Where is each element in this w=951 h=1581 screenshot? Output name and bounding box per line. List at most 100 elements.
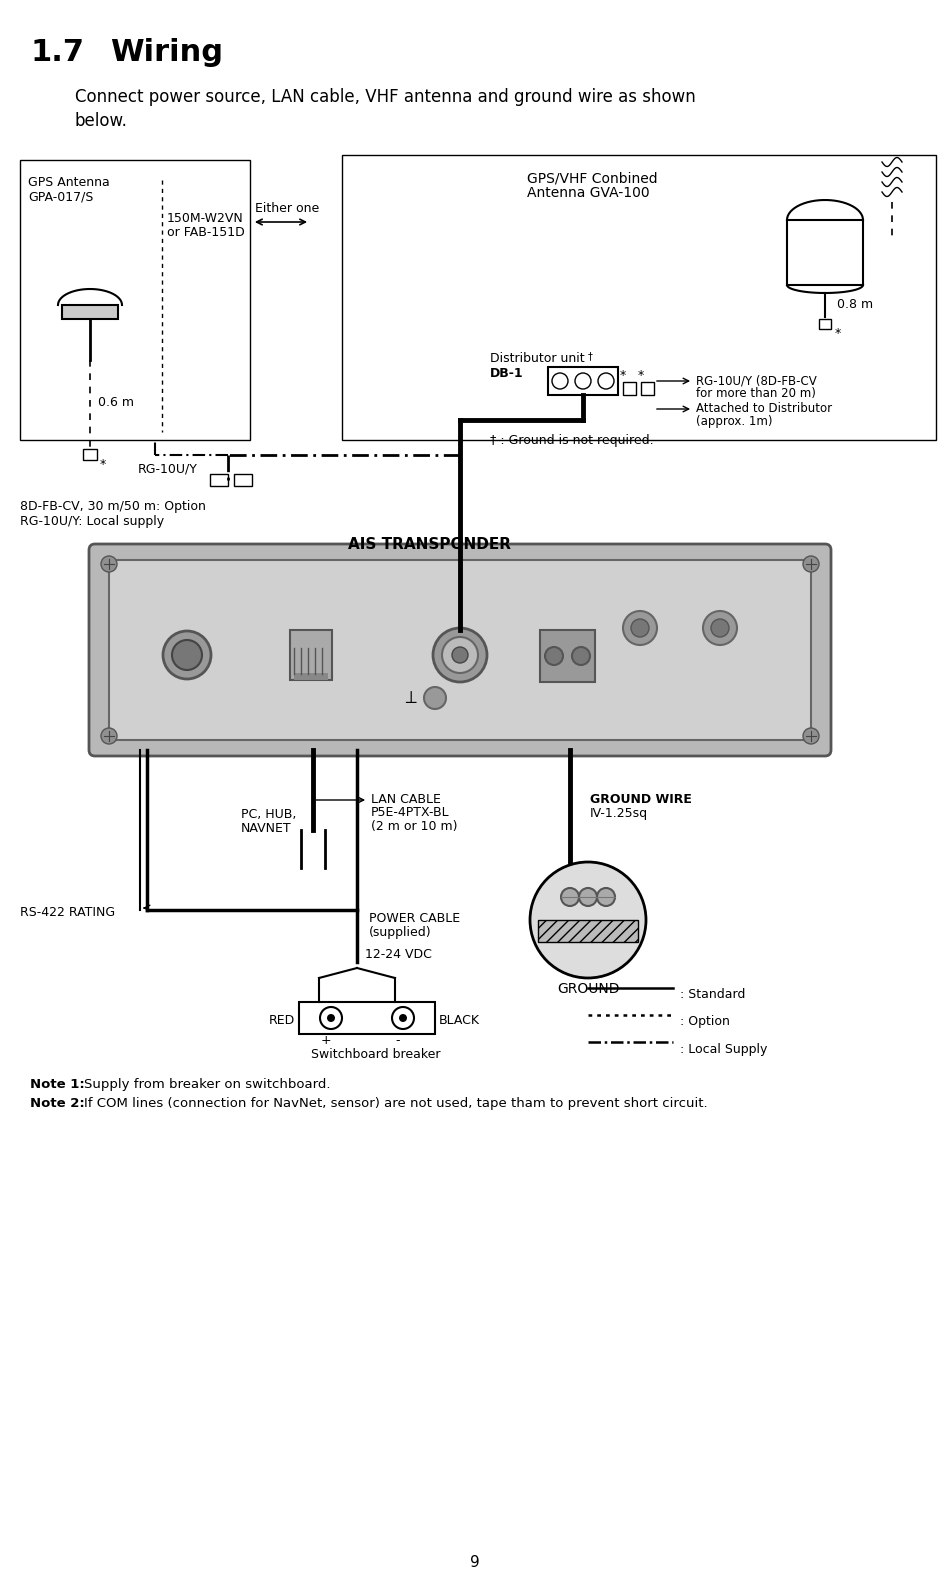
FancyBboxPatch shape xyxy=(89,544,831,756)
Circle shape xyxy=(327,1013,335,1021)
Circle shape xyxy=(172,640,202,670)
Text: IV-1.25sq: IV-1.25sq xyxy=(590,806,649,821)
Text: GPS Antenna: GPS Antenna xyxy=(28,175,109,190)
Circle shape xyxy=(163,631,211,678)
Text: NAVNET: NAVNET xyxy=(241,822,292,835)
Text: P5E-4PTX-BL: P5E-4PTX-BL xyxy=(371,806,450,819)
Circle shape xyxy=(392,1007,414,1029)
Text: Attached to Distributor: Attached to Distributor xyxy=(696,402,832,414)
Text: (approx. 1m): (approx. 1m) xyxy=(696,414,772,428)
Bar xyxy=(641,383,654,395)
Text: 150M-W2VN: 150M-W2VN xyxy=(167,212,243,225)
Circle shape xyxy=(101,557,117,572)
Circle shape xyxy=(575,373,591,389)
Text: † : Ground is not required.: † : Ground is not required. xyxy=(490,435,653,447)
Text: If COM lines (connection for NavNet, sensor) are not used, tape tham to prevent : If COM lines (connection for NavNet, sen… xyxy=(84,1097,708,1110)
Text: 0.8 m: 0.8 m xyxy=(837,299,873,311)
Bar xyxy=(20,160,250,440)
Text: PC, HUB,: PC, HUB, xyxy=(241,808,297,821)
Circle shape xyxy=(803,727,819,745)
Text: DB-1: DB-1 xyxy=(490,367,524,379)
Circle shape xyxy=(545,647,563,666)
Text: RG-10U/Y: Local supply: RG-10U/Y: Local supply xyxy=(20,515,165,528)
Text: +: + xyxy=(321,1034,332,1047)
Circle shape xyxy=(424,688,446,708)
Text: Connect power source, LAN cable, VHF antenna and ground wire as shown: Connect power source, LAN cable, VHF ant… xyxy=(75,89,696,106)
Text: RED: RED xyxy=(269,1013,295,1026)
Text: RS-422 RATING: RS-422 RATING xyxy=(20,906,115,919)
Text: : Option: : Option xyxy=(680,1015,729,1029)
Text: or FAB-151D: or FAB-151D xyxy=(167,226,244,239)
Circle shape xyxy=(572,647,590,666)
Bar xyxy=(540,629,595,681)
Text: POWER CABLE: POWER CABLE xyxy=(369,912,460,925)
Circle shape xyxy=(530,862,646,979)
Text: LAN CABLE: LAN CABLE xyxy=(371,794,441,806)
Text: RG-10U/Y (8D-FB-CV: RG-10U/Y (8D-FB-CV xyxy=(696,375,817,387)
Bar xyxy=(294,674,328,680)
Text: *: * xyxy=(100,458,107,471)
Circle shape xyxy=(631,620,649,637)
Text: : Standard: : Standard xyxy=(680,988,746,1001)
Bar xyxy=(234,474,252,485)
Text: GPA-017/S: GPA-017/S xyxy=(28,190,93,202)
Circle shape xyxy=(803,557,819,572)
Text: (supplied): (supplied) xyxy=(369,926,432,939)
Text: *: * xyxy=(620,368,627,383)
Text: Note 2:: Note 2: xyxy=(30,1097,85,1110)
Text: 12-24 VDC: 12-24 VDC xyxy=(365,949,432,961)
Text: 8D-FB-CV, 30 m/50 m: Option: 8D-FB-CV, 30 m/50 m: Option xyxy=(20,500,205,512)
Text: for more than 20 m): for more than 20 m) xyxy=(696,387,816,400)
Text: 0.6 m: 0.6 m xyxy=(98,397,134,409)
Circle shape xyxy=(598,373,614,389)
Bar xyxy=(819,319,831,329)
Circle shape xyxy=(552,373,568,389)
Bar xyxy=(787,220,863,285)
Text: 1.7: 1.7 xyxy=(30,38,84,66)
Text: GROUND WIRE: GROUND WIRE xyxy=(590,794,692,806)
Circle shape xyxy=(561,889,579,906)
Bar xyxy=(538,920,638,942)
Bar xyxy=(290,629,332,680)
Text: -: - xyxy=(395,1034,399,1047)
Circle shape xyxy=(442,637,478,674)
Text: †: † xyxy=(588,351,592,360)
Text: Antenna GVA-100: Antenna GVA-100 xyxy=(527,187,650,201)
Bar xyxy=(548,367,618,395)
Circle shape xyxy=(703,610,737,645)
Text: *: * xyxy=(638,368,644,383)
FancyBboxPatch shape xyxy=(109,560,811,740)
Circle shape xyxy=(579,889,597,906)
Circle shape xyxy=(433,628,487,681)
Circle shape xyxy=(320,1007,342,1029)
Bar xyxy=(342,155,936,440)
Text: AIS TRANSPONDER: AIS TRANSPONDER xyxy=(348,538,512,552)
Text: Note 1:: Note 1: xyxy=(30,1078,85,1091)
Text: *: * xyxy=(835,327,842,340)
Bar xyxy=(210,474,228,485)
Text: 9: 9 xyxy=(470,1556,480,1570)
Bar xyxy=(62,305,118,319)
Circle shape xyxy=(101,727,117,745)
Text: Switchboard breaker: Switchboard breaker xyxy=(311,1048,440,1061)
Bar xyxy=(83,449,97,460)
Text: : Local Supply: : Local Supply xyxy=(680,1042,767,1056)
Text: GPS/VHF Conbined: GPS/VHF Conbined xyxy=(527,171,658,185)
Text: Wiring: Wiring xyxy=(110,38,223,66)
Text: (2 m or 10 m): (2 m or 10 m) xyxy=(371,821,457,833)
Text: Supply from breaker on switchboard.: Supply from breaker on switchboard. xyxy=(84,1078,331,1091)
Text: below.: below. xyxy=(75,112,127,130)
Circle shape xyxy=(399,1013,407,1021)
Text: $\perp$: $\perp$ xyxy=(401,689,418,707)
Bar xyxy=(299,1002,435,1034)
Circle shape xyxy=(597,889,615,906)
Circle shape xyxy=(452,647,468,662)
Text: Distributor unit: Distributor unit xyxy=(490,353,585,365)
Bar xyxy=(623,383,636,395)
Circle shape xyxy=(711,620,729,637)
Text: Either one: Either one xyxy=(255,202,320,215)
Text: BLACK: BLACK xyxy=(439,1013,480,1026)
Text: RG-10U/Y: RG-10U/Y xyxy=(138,462,198,474)
Text: GROUND: GROUND xyxy=(556,982,619,996)
Circle shape xyxy=(623,610,657,645)
